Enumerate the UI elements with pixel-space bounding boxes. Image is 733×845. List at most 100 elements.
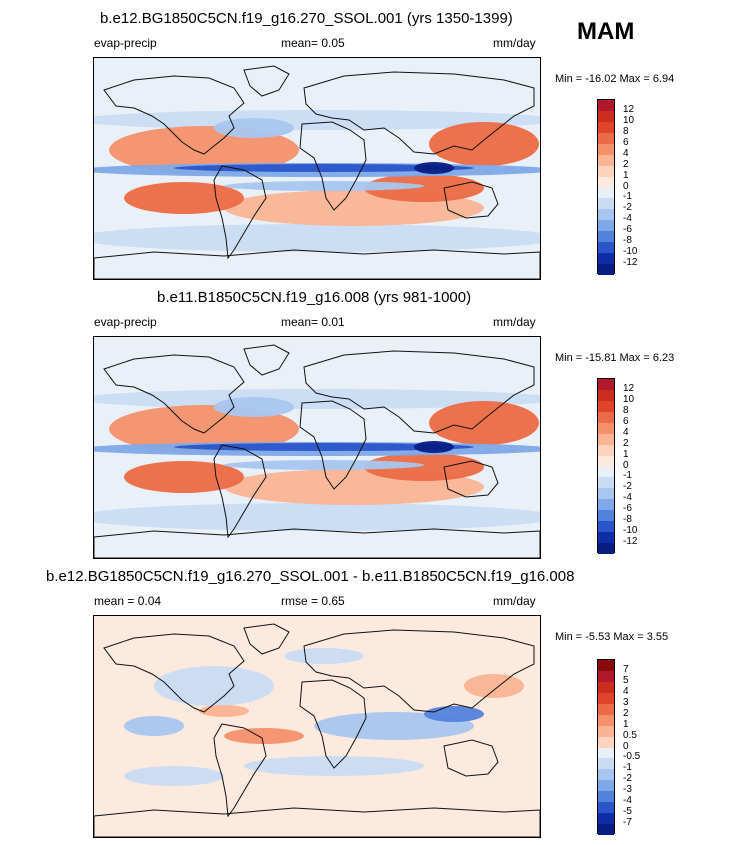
panel-2-title: b.e11.B1850C5CN.f19_g16.008 (yrs 981-100… <box>157 289 472 306</box>
colorbar-swatch <box>598 714 614 726</box>
colorbar-swatch <box>598 242 614 254</box>
colorbar-swatch <box>598 736 614 748</box>
colorbar-label: 1 <box>623 718 629 730</box>
colorbar-label: 2 <box>623 437 629 449</box>
colorbar-swatch <box>598 780 614 792</box>
colorbar-swatch <box>598 521 614 533</box>
panel-3-title: b.e12.BG1850C5CN.f19_g16.270_SSOL.001 - … <box>46 568 575 585</box>
panel-1-colorbar <box>597 99 615 275</box>
colorbar-swatch <box>598 411 614 423</box>
colorbar-label: -12 <box>623 536 638 548</box>
panel-1-map-graphic <box>94 58 540 279</box>
panel-1-title: b.e12.BG1850C5CN.f19_g16.270_SSOL.001 (y… <box>100 10 513 27</box>
colorbar-label: -2 <box>623 773 632 785</box>
colorbar-label: -1 <box>623 470 632 482</box>
panel-3-map <box>93 615 541 838</box>
colorbar-label: 12 <box>623 103 635 115</box>
colorbar-swatch <box>598 543 614 554</box>
colorbar-label: -8 <box>623 235 632 247</box>
colorbar-swatch <box>598 389 614 401</box>
colorbar-label: 8 <box>623 125 629 137</box>
panel-3-mean: mean = 0.04 <box>94 594 162 608</box>
colorbar-swatch <box>598 769 614 781</box>
colorbar-swatch <box>598 681 614 693</box>
colorbar-label: 7 <box>623 663 629 675</box>
colorbar-swatch <box>598 692 614 704</box>
colorbar-swatch <box>598 824 614 835</box>
colorbar-label: 8 <box>623 404 629 416</box>
colorbar-label: 10 <box>623 114 635 126</box>
colorbar-swatch <box>598 532 614 544</box>
colorbar-label: 12 <box>623 382 635 394</box>
colorbar-swatch <box>598 813 614 825</box>
colorbar-label: -0.5 <box>623 751 641 763</box>
colorbar-label: -4 <box>623 795 632 807</box>
colorbar-label: 2 <box>623 158 629 170</box>
colorbar-label: 1 <box>623 169 629 181</box>
panel-1-map <box>93 57 541 280</box>
colorbar-swatch <box>598 477 614 489</box>
colorbar-swatch <box>598 499 614 511</box>
colorbar-label: 0 <box>623 180 629 192</box>
panel-3-colorbar <box>597 659 615 835</box>
colorbar-swatch <box>598 187 614 199</box>
panel-2-variable: evap-precip <box>94 315 157 329</box>
colorbar-swatch <box>598 660 614 671</box>
panel-2-colorbar <box>597 378 615 554</box>
colorbar-label: 0 <box>623 740 629 752</box>
colorbar-swatch <box>598 758 614 770</box>
colorbar-label: -1 <box>623 762 632 774</box>
colorbar-swatch <box>598 100 614 111</box>
panel-1-minmax: Min = -16.02 Max = 6.94 <box>555 73 675 85</box>
colorbar-swatch <box>598 466 614 478</box>
colorbar-label: 10 <box>623 393 635 405</box>
colorbar-label: -5 <box>623 806 632 818</box>
colorbar-swatch <box>598 379 614 390</box>
colorbar-swatch <box>598 121 614 133</box>
panel-2-map-graphic <box>94 337 540 558</box>
colorbar-swatch <box>598 264 614 275</box>
colorbar-label: -10 <box>623 246 638 258</box>
colorbar-swatch <box>598 791 614 803</box>
colorbar-label: 4 <box>623 685 629 697</box>
colorbar-swatch <box>598 422 614 434</box>
colorbar-label: -6 <box>623 503 632 515</box>
colorbar-label: 0 <box>623 459 629 471</box>
colorbar-swatch <box>598 176 614 188</box>
colorbar-label: 4 <box>623 147 629 159</box>
colorbar-label: 1 <box>623 448 629 460</box>
colorbar-label: -6 <box>623 224 632 236</box>
colorbar-swatch <box>598 154 614 166</box>
colorbar-label: -12 <box>623 257 638 269</box>
colorbar-swatch <box>598 110 614 122</box>
panel-3-minmax: Min = -5.53 Max = 3.55 <box>555 631 669 643</box>
panel-1-units: mm/day <box>493 36 536 50</box>
colorbar-swatch <box>598 198 614 210</box>
colorbar-swatch <box>598 670 614 682</box>
colorbar-swatch <box>598 488 614 500</box>
colorbar-swatch <box>598 747 614 759</box>
panel-3-map-graphic <box>94 616 540 837</box>
panel-1-variable: evap-precip <box>94 36 157 50</box>
colorbar-label: 2 <box>623 707 629 719</box>
season-label: MAM <box>577 18 635 45</box>
colorbar-swatch <box>598 802 614 814</box>
colorbar-swatch <box>598 132 614 144</box>
colorbar-swatch <box>598 253 614 265</box>
colorbar-label: -4 <box>623 492 632 504</box>
colorbar-label: -2 <box>623 202 632 214</box>
panel-1-mean: mean= 0.05 <box>281 36 345 50</box>
colorbar-label: 5 <box>623 674 629 686</box>
panel-3-rmse: rmse = 0.65 <box>281 594 345 608</box>
panel-2-units: mm/day <box>493 315 536 329</box>
colorbar-label: 0.5 <box>623 729 637 741</box>
colorbar-swatch <box>598 433 614 445</box>
colorbar-label: 3 <box>623 696 629 708</box>
panel-2-mean: mean= 0.01 <box>281 315 345 329</box>
colorbar-label: -4 <box>623 213 632 225</box>
colorbar-label: -8 <box>623 514 632 526</box>
colorbar-label: 4 <box>623 426 629 438</box>
panel-2-minmax: Min = -15.81 Max = 6.23 <box>555 352 675 364</box>
colorbar-label: -7 <box>623 817 632 829</box>
colorbar-label: -3 <box>623 784 632 796</box>
